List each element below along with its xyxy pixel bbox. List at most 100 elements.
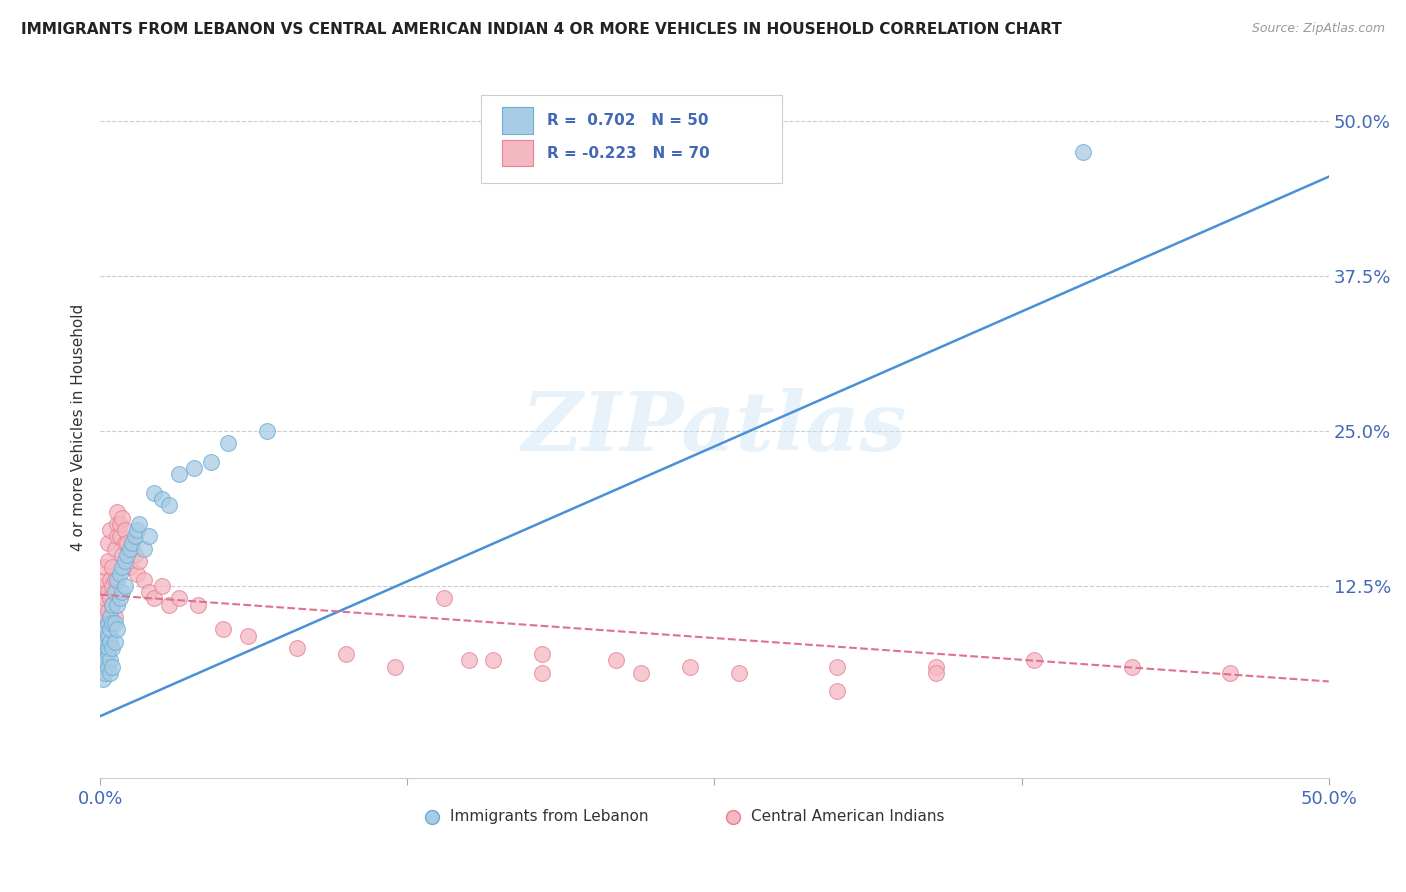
Point: [111, 548, 134, 562]
Point: [433, 591, 456, 606]
Point: [200, 455, 222, 469]
Point: [96, 554, 118, 568]
Point: [121, 535, 143, 549]
Point: [96, 629, 118, 643]
Point: [91, 616, 114, 631]
Bar: [502, 140, 533, 167]
Point: [98, 610, 121, 624]
Point: [482, 653, 505, 667]
Point: [134, 541, 156, 556]
Point: [111, 560, 134, 574]
Point: [98, 623, 121, 637]
Point: [94, 653, 117, 667]
Point: [285, 640, 308, 655]
Point: [212, 623, 235, 637]
Point: [256, 424, 278, 438]
Point: [1121, 659, 1143, 673]
Point: [157, 499, 180, 513]
Point: [125, 566, 148, 581]
Point: [128, 554, 150, 568]
Point: [827, 659, 849, 673]
Point: [187, 598, 209, 612]
Point: [91, 672, 114, 686]
Point: [96, 535, 118, 549]
Point: [94, 591, 117, 606]
Point: [101, 560, 124, 574]
Point: [1071, 145, 1094, 159]
Point: [91, 640, 114, 655]
Point: [118, 560, 141, 574]
Point: [531, 647, 554, 661]
Point: [531, 665, 554, 680]
Point: [108, 529, 131, 543]
Point: [150, 492, 173, 507]
Point: [124, 548, 146, 562]
Point: [114, 523, 136, 537]
Point: [94, 573, 117, 587]
Point: [384, 659, 406, 673]
Point: [118, 541, 141, 556]
FancyBboxPatch shape: [481, 95, 782, 183]
Bar: [502, 107, 533, 134]
Point: [125, 523, 148, 537]
Point: [114, 535, 136, 549]
Point: [94, 610, 117, 624]
Text: Source: ZipAtlas.com: Source: ZipAtlas.com: [1251, 22, 1385, 36]
Point: [217, 436, 239, 450]
Point: [457, 653, 479, 667]
Point: [98, 591, 121, 606]
Point: [98, 523, 121, 537]
Point: [104, 616, 127, 631]
Point: [104, 634, 127, 648]
Point: [98, 634, 121, 648]
Point: [104, 541, 127, 556]
Point: [924, 659, 946, 673]
Point: [101, 640, 124, 655]
Point: [121, 541, 143, 556]
Point: [108, 591, 131, 606]
Point: [728, 665, 751, 680]
Point: [679, 659, 702, 673]
Point: [105, 516, 128, 531]
Point: [108, 516, 131, 531]
Point: [96, 640, 118, 655]
Point: [167, 591, 190, 606]
Point: [167, 467, 190, 482]
Point: [94, 665, 117, 680]
Point: [96, 604, 118, 618]
Point: [827, 684, 849, 698]
Point: [157, 598, 180, 612]
Point: [104, 610, 127, 624]
Text: R = -0.223   N = 70: R = -0.223 N = 70: [547, 145, 710, 161]
Point: [94, 623, 117, 637]
Point: [101, 659, 124, 673]
Point: [91, 579, 114, 593]
Point: [605, 653, 627, 667]
Point: [924, 665, 946, 680]
Point: [183, 461, 205, 475]
Text: ZIPatlas: ZIPatlas: [522, 388, 907, 467]
Point: [104, 585, 127, 599]
Point: [96, 647, 118, 661]
Point: [96, 585, 118, 599]
Y-axis label: 4 or more Vehicles in Household: 4 or more Vehicles in Household: [72, 304, 86, 551]
Point: [91, 659, 114, 673]
Point: [1219, 665, 1241, 680]
Point: [98, 629, 121, 643]
Text: IMMIGRANTS FROM LEBANON VS CENTRAL AMERICAN INDIAN 4 OR MORE VEHICLES IN HOUSEHO: IMMIGRANTS FROM LEBANON VS CENTRAL AMERI…: [21, 22, 1062, 37]
Point: [105, 598, 128, 612]
Point: [98, 573, 121, 587]
Point: [138, 529, 160, 543]
Point: [115, 548, 138, 562]
Point: [101, 579, 124, 593]
Point: [134, 573, 156, 587]
Point: [101, 616, 124, 631]
Point: [98, 665, 121, 680]
Point: [115, 535, 138, 549]
Point: [105, 529, 128, 543]
Text: Central American Indians: Central American Indians: [751, 809, 945, 824]
Point: [143, 591, 166, 606]
Point: [335, 647, 357, 661]
Point: [105, 573, 128, 587]
Point: [143, 486, 166, 500]
